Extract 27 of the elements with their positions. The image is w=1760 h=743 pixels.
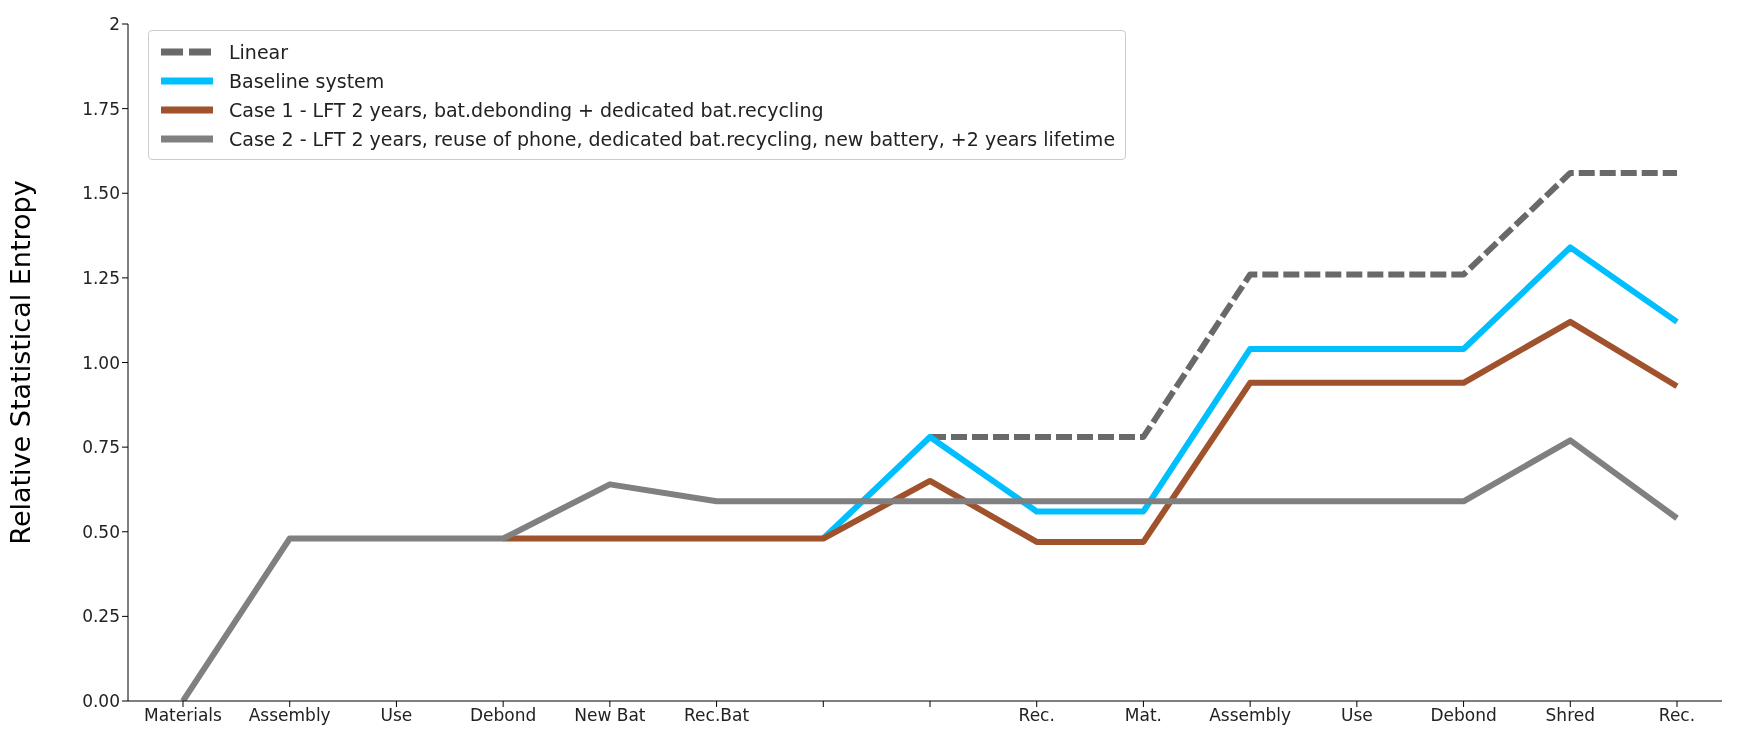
y-tick-label: 0.25 [82, 606, 120, 627]
x-tick-label: Rec. [1018, 705, 1055, 726]
y-tick-label: 1.50 [82, 183, 120, 204]
y-axis-title: Relative Statistical Entropy [4, 180, 36, 545]
legend-label: Baseline system [229, 69, 385, 92]
x-tick-label: Debond [469, 705, 537, 726]
x-tick-label: Rec. [1658, 705, 1696, 726]
x-tick-label: Debond [1430, 705, 1497, 726]
legend-label: Case 2 - LFT 2 years, reuse of phone, dedicated bat.recycling, new battery, +2 years lifetime [229, 127, 1116, 150]
y-tick-label: 1.00 [82, 352, 120, 373]
y-tick-label: 0.75 [82, 437, 120, 458]
x-tick-label: Mat. [1124, 705, 1163, 726]
x-tick-label: Shred [1545, 705, 1595, 726]
x-tick-label: Assembly [248, 705, 331, 726]
legend-label: Case 1 - LFT 2 years, bat.debonding + dedicated bat.recycling [229, 98, 824, 121]
x-tick-label: New Bat [574, 705, 646, 726]
y-tick-label: 1.75 [82, 98, 120, 119]
y-tick-label: 2 [109, 14, 120, 35]
x-tick-label: Assembly [1209, 705, 1292, 726]
x-tick-label: Materials [144, 705, 223, 726]
y-tick-label: 0.50 [82, 521, 120, 542]
y-tick-label: 0.00 [82, 691, 120, 712]
x-tick-label: Rec.Bat [684, 705, 750, 726]
legend-label: Linear [229, 40, 289, 63]
y-tick-label: 1.25 [82, 267, 120, 288]
x-tick-label: Use [1340, 705, 1373, 726]
x-tick-label: Use [380, 705, 413, 726]
